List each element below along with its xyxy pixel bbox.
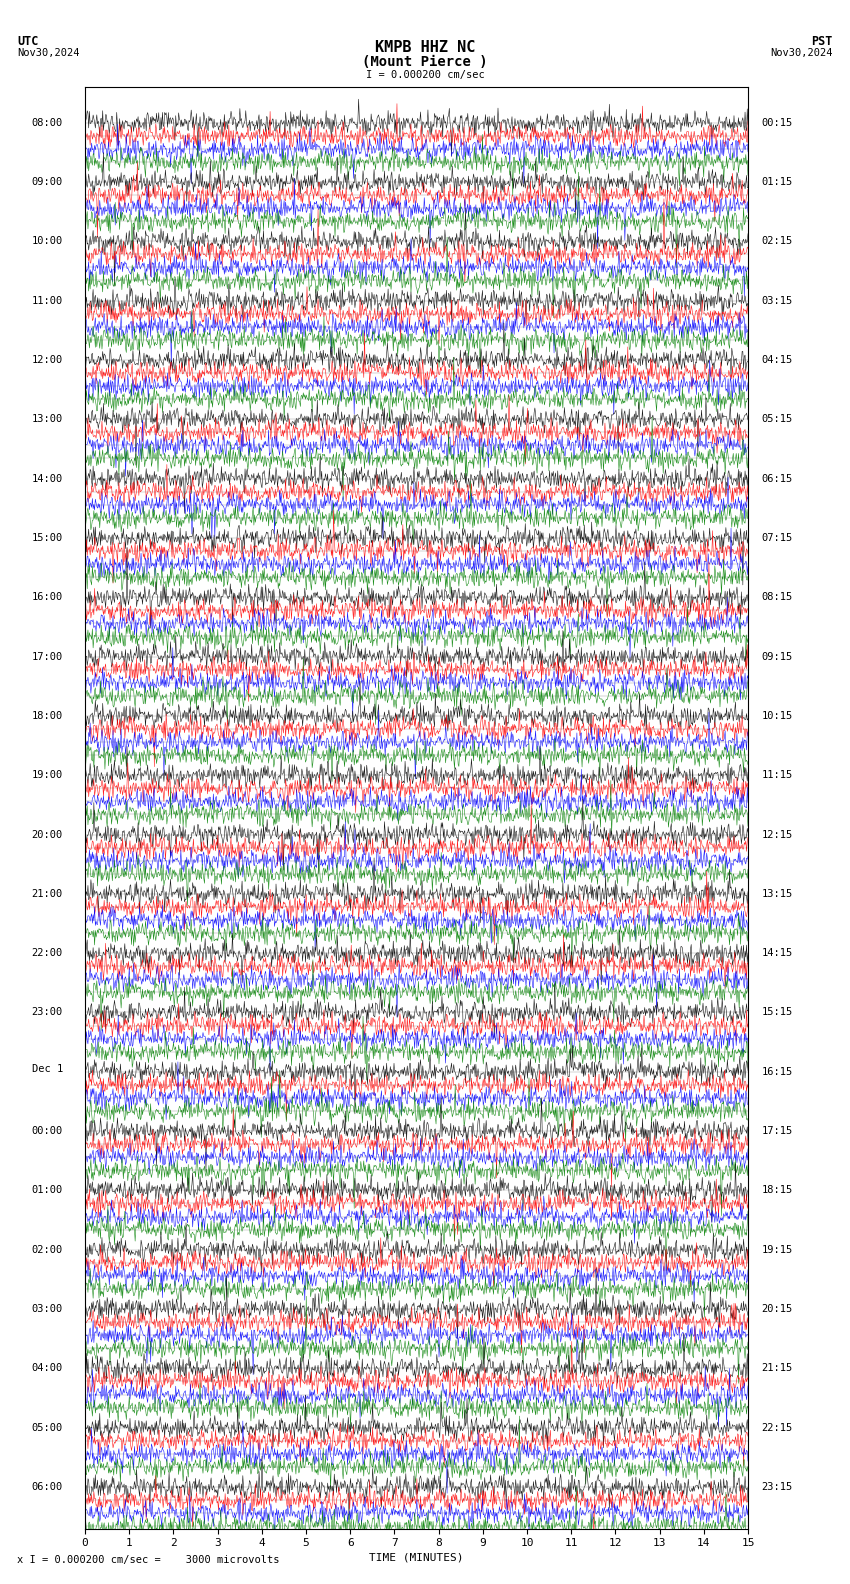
Text: 07:15: 07:15 [762, 532, 792, 543]
Text: 21:15: 21:15 [762, 1364, 792, 1373]
Text: PST: PST [812, 35, 833, 48]
Text: 00:15: 00:15 [762, 117, 792, 128]
Text: 19:15: 19:15 [762, 1245, 792, 1255]
Text: 23:15: 23:15 [762, 1483, 792, 1492]
Text: 10:15: 10:15 [762, 711, 792, 721]
Text: 11:00: 11:00 [31, 296, 63, 306]
Text: 02:15: 02:15 [762, 236, 792, 247]
Text: 20:00: 20:00 [31, 830, 63, 840]
Text: KMPB HHZ NC: KMPB HHZ NC [375, 40, 475, 54]
Text: 19:00: 19:00 [31, 770, 63, 781]
Text: x I = 0.000200 cm/sec =    3000 microvolts: x I = 0.000200 cm/sec = 3000 microvolts [17, 1555, 280, 1565]
Text: (Mount Pierce ): (Mount Pierce ) [362, 55, 488, 70]
Text: Nov30,2024: Nov30,2024 [770, 48, 833, 57]
Text: 17:00: 17:00 [31, 651, 63, 662]
Text: 08:15: 08:15 [762, 592, 792, 602]
Text: 12:00: 12:00 [31, 355, 63, 364]
Text: 22:15: 22:15 [762, 1422, 792, 1432]
Text: Nov30,2024: Nov30,2024 [17, 48, 80, 57]
Text: UTC: UTC [17, 35, 38, 48]
Text: 14:00: 14:00 [31, 474, 63, 483]
Text: 02:00: 02:00 [31, 1245, 63, 1255]
Text: 01:15: 01:15 [762, 177, 792, 187]
Text: 09:00: 09:00 [31, 177, 63, 187]
Text: 04:00: 04:00 [31, 1364, 63, 1373]
Text: 04:15: 04:15 [762, 355, 792, 364]
Text: 09:15: 09:15 [762, 651, 792, 662]
Text: 13:00: 13:00 [31, 415, 63, 425]
Text: I = 0.000200 cm/sec: I = 0.000200 cm/sec [366, 70, 484, 79]
Text: 06:00: 06:00 [31, 1483, 63, 1492]
Text: 14:15: 14:15 [762, 949, 792, 958]
Text: 23:00: 23:00 [31, 1007, 63, 1017]
Text: 11:15: 11:15 [762, 770, 792, 781]
Text: 05:15: 05:15 [762, 415, 792, 425]
Text: 10:00: 10:00 [31, 236, 63, 247]
Text: 08:00: 08:00 [31, 117, 63, 128]
Text: 16:15: 16:15 [762, 1066, 792, 1077]
Text: 17:15: 17:15 [762, 1126, 792, 1136]
Text: 06:15: 06:15 [762, 474, 792, 483]
Text: 21:00: 21:00 [31, 889, 63, 898]
Text: 03:15: 03:15 [762, 296, 792, 306]
Text: 01:00: 01:00 [31, 1185, 63, 1196]
Text: 18:00: 18:00 [31, 711, 63, 721]
Text: 00:00: 00:00 [31, 1126, 63, 1136]
Text: 20:15: 20:15 [762, 1304, 792, 1315]
Text: 12:15: 12:15 [762, 830, 792, 840]
Text: 16:00: 16:00 [31, 592, 63, 602]
Text: 03:00: 03:00 [31, 1304, 63, 1315]
X-axis label: TIME (MINUTES): TIME (MINUTES) [369, 1552, 464, 1562]
Text: 18:15: 18:15 [762, 1185, 792, 1196]
Text: 22:00: 22:00 [31, 949, 63, 958]
Text: 13:15: 13:15 [762, 889, 792, 898]
Text: 15:00: 15:00 [31, 532, 63, 543]
Text: 15:15: 15:15 [762, 1007, 792, 1017]
Text: 05:00: 05:00 [31, 1422, 63, 1432]
Text: Dec 1: Dec 1 [31, 1064, 63, 1074]
